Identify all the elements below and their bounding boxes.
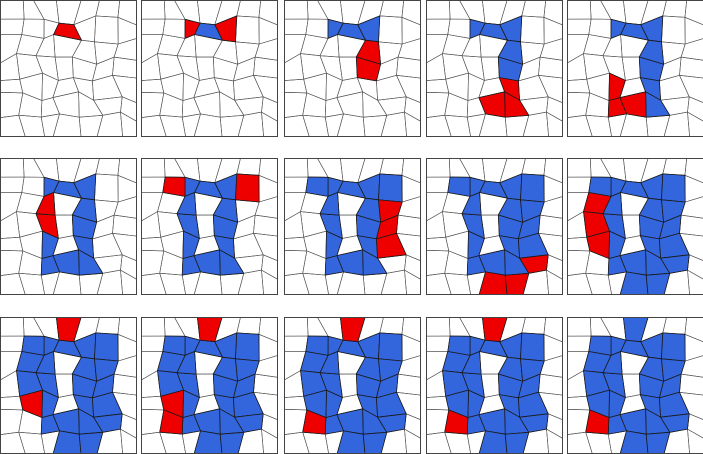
filled-tile	[520, 332, 545, 362]
active-tile	[355, 56, 381, 82]
panel-background	[0, 158, 137, 295]
filled-tile	[235, 332, 260, 362]
tile-outline	[687, 96, 703, 122]
active-tile	[519, 254, 549, 274]
panel-r2-c5	[567, 158, 703, 295]
panel-r1-c2	[141, 0, 278, 137]
tile-outline	[687, 269, 703, 295]
panel-r1-c3	[284, 0, 421, 137]
active-tile	[214, 15, 238, 43]
tile-outline	[680, 38, 703, 61]
panel-frame	[426, 158, 563, 295]
filled-tile	[660, 254, 690, 274]
panel-r3-c2	[141, 317, 278, 454]
tile-outline	[679, 56, 703, 79]
filled-tile	[447, 176, 471, 197]
panel-frame	[141, 0, 278, 137]
panel-r1-c5	[567, 0, 703, 137]
panel-frame	[567, 158, 703, 295]
filled-tile	[319, 192, 340, 216]
panel-frame	[567, 0, 703, 137]
active-tile	[478, 91, 506, 118]
filled-tile	[661, 173, 686, 203]
active-tile	[159, 409, 184, 435]
panel-r1-c4	[426, 0, 563, 137]
panel-frame	[426, 0, 563, 137]
active-tile	[184, 18, 201, 39]
panel-r2-c3	[284, 158, 421, 295]
active-tile	[302, 409, 327, 435]
filled-tile	[327, 18, 344, 39]
active-tile	[235, 173, 260, 203]
filled-tile	[461, 192, 482, 216]
panel-background	[284, 0, 421, 137]
filled-tile	[378, 332, 403, 362]
active-tile	[608, 72, 626, 101]
panel-r3-c4	[426, 317, 563, 454]
tile-outline	[687, 111, 703, 137]
filled-tile	[469, 18, 486, 39]
panel-frame	[284, 158, 421, 295]
panel-frame	[284, 0, 421, 137]
panel-frame	[0, 0, 137, 137]
filled-tile	[378, 173, 403, 203]
active-tile	[19, 389, 43, 418]
panel-background	[0, 0, 137, 137]
tile-outline	[687, 428, 703, 454]
active-tile	[444, 409, 469, 435]
active-tile	[376, 232, 407, 259]
filled-tile	[661, 332, 686, 362]
panel-background	[567, 0, 703, 137]
active-tile	[585, 409, 610, 435]
panel-r2-c2	[141, 158, 278, 295]
filled-tile	[520, 173, 545, 203]
active-tile	[586, 230, 610, 259]
panel-frame	[0, 158, 137, 295]
tile-outline	[684, 16, 703, 45]
filled-tile	[660, 413, 690, 433]
panel-r2-c1	[0, 158, 137, 295]
panel-r3-c3	[284, 317, 421, 454]
filled-tile	[377, 413, 407, 433]
active-tile	[53, 22, 82, 41]
panel-frame	[141, 158, 278, 295]
panel-r2-c4	[426, 158, 563, 295]
panel-r1-c1	[0, 0, 137, 137]
filled-tile	[94, 332, 119, 362]
filled-tile	[519, 413, 549, 433]
active-tile	[162, 176, 186, 197]
panel-r3-c5	[567, 317, 703, 454]
panel-background	[426, 0, 563, 137]
filled-tile	[610, 18, 627, 39]
filled-tile	[176, 192, 197, 216]
active-tile	[35, 192, 56, 216]
panel-r3-c1	[0, 317, 137, 454]
tile-outline	[679, 74, 703, 103]
filled-tile	[93, 413, 123, 433]
filled-tile	[305, 176, 329, 197]
filled-tile	[234, 413, 264, 433]
panel-background	[141, 0, 278, 137]
